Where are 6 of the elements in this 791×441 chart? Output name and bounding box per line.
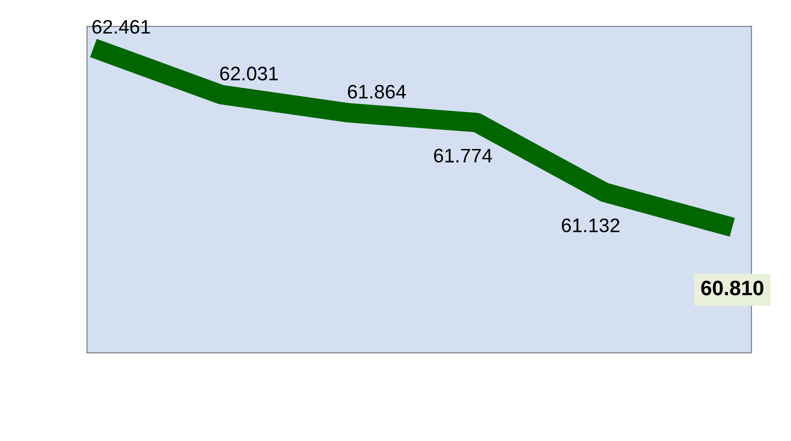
data-label: 61.774 (434, 148, 492, 163)
data-label: 61.132 (562, 218, 620, 232)
data-label: 62.031 (220, 66, 278, 80)
data-label: 60.810 (701, 280, 764, 296)
data-label: 62.461 (92, 20, 150, 34)
data-label: 61.864 (348, 84, 406, 99)
